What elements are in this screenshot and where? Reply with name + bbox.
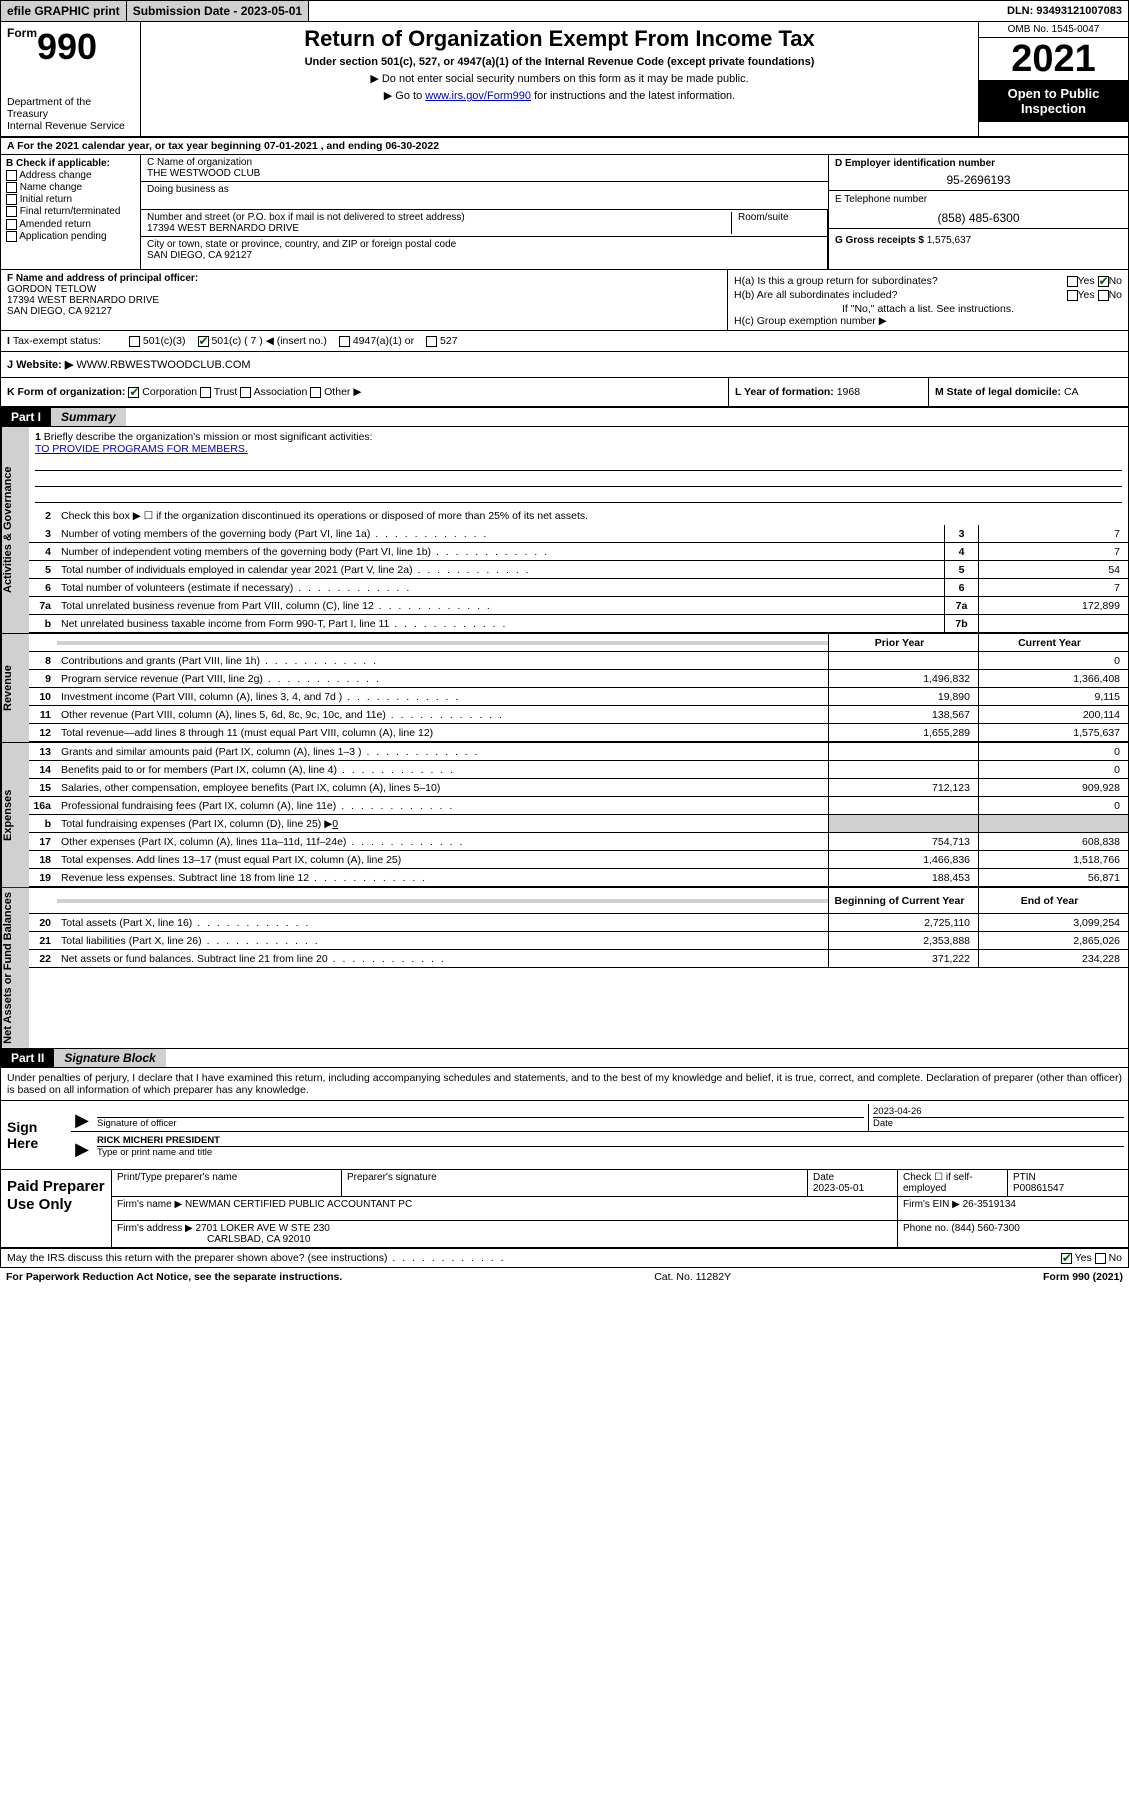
mission-text[interactable]: TO PROVIDE PROGRAMS FOR MEMBERS. (35, 443, 248, 455)
val-3: 7 (978, 525, 1128, 542)
val-6: 7 (978, 579, 1128, 596)
side-net-assets: Net Assets or Fund Balances (1, 888, 29, 1048)
telephone: (858) 485-6300 (835, 211, 1122, 225)
officer-signed: RICK MICHERI PRESIDENT (97, 1135, 220, 1146)
firm-phone: (844) 560-7300 (951, 1223, 1019, 1234)
gross-receipts: 1,575,637 (927, 235, 972, 246)
sig-date: 2023-04-26 (873, 1106, 922, 1117)
omb-number: OMB No. 1545-0047 (979, 22, 1128, 38)
city-state-zip: SAN DIEGO, CA 92127 (147, 250, 252, 261)
website: WWW.RBWESTWOODCLUB.COM (76, 359, 250, 371)
submission-date: Submission Date - 2023-05-01 (127, 1, 309, 21)
part1-label: Part I (1, 408, 51, 426)
val-4: 7 (978, 543, 1128, 560)
form-of-org: K Form of organization: Corporation Trus… (1, 378, 728, 406)
cb-name-change[interactable]: Name change (6, 182, 135, 193)
firm-name: NEWMAN CERTIFIED PUBLIC ACCOUNTANT PC (185, 1199, 412, 1210)
officer-name: GORDON TETLOW (7, 284, 96, 295)
open-inspection: Open to Public Inspection (979, 80, 1128, 122)
tax-year: 2021 (979, 38, 1128, 80)
note-ssn: ▶ Do not enter social security numbers o… (151, 72, 968, 85)
dln: DLN: 93493121007083 (1001, 1, 1128, 21)
row-a-tax-year: A For the 2021 calendar year, or tax yea… (1, 138, 1128, 155)
state-domicile: CA (1064, 386, 1079, 398)
note-link: ▶ Go to www.irs.gov/Form990 for instruct… (151, 89, 968, 102)
form-title: Return of Organization Exempt From Incom… (151, 26, 968, 52)
form-number: Form990 (7, 26, 134, 68)
cb-amended[interactable]: Amended return (6, 219, 135, 230)
org-name: THE WESTWOOD CLUB (147, 168, 260, 179)
cat-no: Cat. No. 11282Y (654, 1271, 731, 1283)
firm-ein: 26-3519134 (963, 1199, 1016, 1210)
cb-app-pending[interactable]: Application pending (6, 231, 135, 242)
street-address: 17394 WEST BERNARDO DRIVE (147, 223, 299, 234)
side-activities: Activities & Governance (1, 427, 29, 633)
paid-preparer-label: Paid Preparer Use Only (1, 1170, 111, 1247)
top-bar: efile GRAPHIC print Submission Date - 20… (1, 1, 1128, 22)
val-5: 54 (978, 561, 1128, 578)
cb-final-return[interactable]: Final return/terminated (6, 206, 135, 217)
part2-label: Part II (1, 1049, 54, 1067)
year-formation: 1968 (837, 386, 860, 398)
col-b-checkboxes: B Check if applicable: Address change Na… (1, 155, 141, 269)
ein: 95-2696193 (835, 173, 1122, 187)
tax-exempt-status: I Tax-exempt status: 501(c)(3) 501(c) ( … (1, 331, 1128, 352)
sig-declaration: Under penalties of perjury, I declare th… (1, 1068, 1128, 1101)
side-expenses: Expenses (1, 743, 29, 887)
val-7b (978, 615, 1128, 632)
val-7a: 172,899 (978, 597, 1128, 614)
side-revenue: Revenue (1, 634, 29, 742)
dept-treasury: Department of the Treasury (7, 96, 134, 120)
efile-button[interactable]: efile GRAPHIC print (1, 1, 127, 21)
irs-link[interactable]: www.irs.gov/Form990 (425, 90, 531, 102)
form-version: Form 990 (2021) (1043, 1271, 1123, 1283)
cb-initial-return[interactable]: Initial return (6, 194, 135, 205)
irs-label: Internal Revenue Service (7, 120, 134, 132)
sign-here-label: Sign Here (1, 1101, 71, 1169)
ptin: P00861547 (1013, 1183, 1064, 1194)
form-header: Form990 Department of the Treasury Inter… (1, 22, 1128, 138)
cb-address-change[interactable]: Address change (6, 170, 135, 181)
pra-notice: For Paperwork Reduction Act Notice, see … (6, 1271, 342, 1283)
form-subtitle: Under section 501(c), 527, or 4947(a)(1)… (151, 56, 968, 68)
